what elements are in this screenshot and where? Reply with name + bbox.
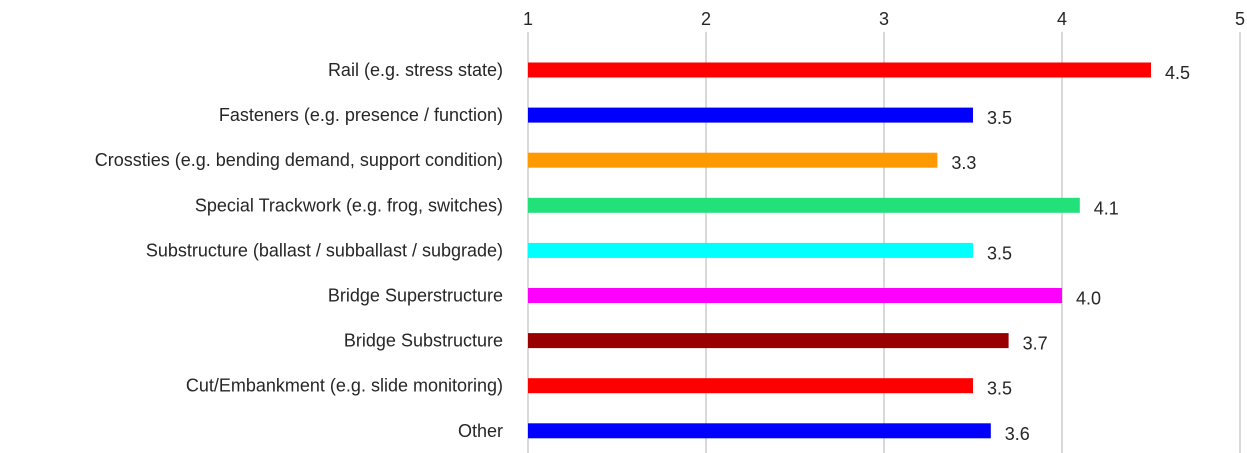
data-label: 4.1 [1094, 198, 1119, 218]
category-label: Rail (e.g. stress state) [328, 60, 503, 80]
category-label: Special Trackwork (e.g. frog, switches) [195, 195, 503, 215]
bar [528, 62, 1151, 78]
bar [528, 197, 1080, 213]
bar [528, 242, 973, 258]
bars [528, 62, 1151, 439]
category-label: Fasteners (e.g. presence / function) [219, 105, 503, 125]
data-label: 4.0 [1076, 289, 1101, 309]
category-label: Substructure (ballast / subballast / sub… [146, 240, 503, 260]
category-labels: Rail (e.g. stress state) Fasteners (e.g. … [95, 60, 503, 441]
category-label: Crossties (e.g. bending demand, support … [95, 150, 503, 170]
bar [528, 423, 991, 439]
bar [528, 152, 938, 168]
data-label: 3.6 [1005, 424, 1030, 444]
x-tick-label: 1 [523, 9, 533, 29]
data-label: 4.5 [1165, 63, 1190, 83]
data-label: 3.3 [951, 153, 976, 173]
bar [528, 333, 1009, 349]
category-label: Cut/Embankment (e.g. slide monitoring) [186, 376, 503, 396]
x-tick-label: 3 [879, 9, 889, 29]
data-label: 3.7 [1023, 334, 1048, 354]
category-label: Other [458, 421, 503, 441]
bar [528, 288, 1062, 303]
x-axis-ticks: 1 2 3 4 5 [523, 9, 1245, 29]
data-labels: 4.5 3.5 3.3 4.1 3.5 4.0 3.7 3.5 3.6 [951, 63, 1190, 444]
x-tick-label: 5 [1235, 9, 1245, 29]
category-label: Bridge Substructure [344, 331, 503, 351]
x-tick-label: 2 [701, 9, 711, 29]
category-label: Bridge Superstructure [328, 286, 503, 306]
bar [528, 378, 973, 394]
data-label: 3.5 [987, 108, 1012, 128]
x-tick-label: 4 [1057, 9, 1067, 29]
data-label: 3.5 [987, 379, 1012, 399]
bar [528, 107, 973, 123]
data-label: 3.5 [987, 243, 1012, 263]
